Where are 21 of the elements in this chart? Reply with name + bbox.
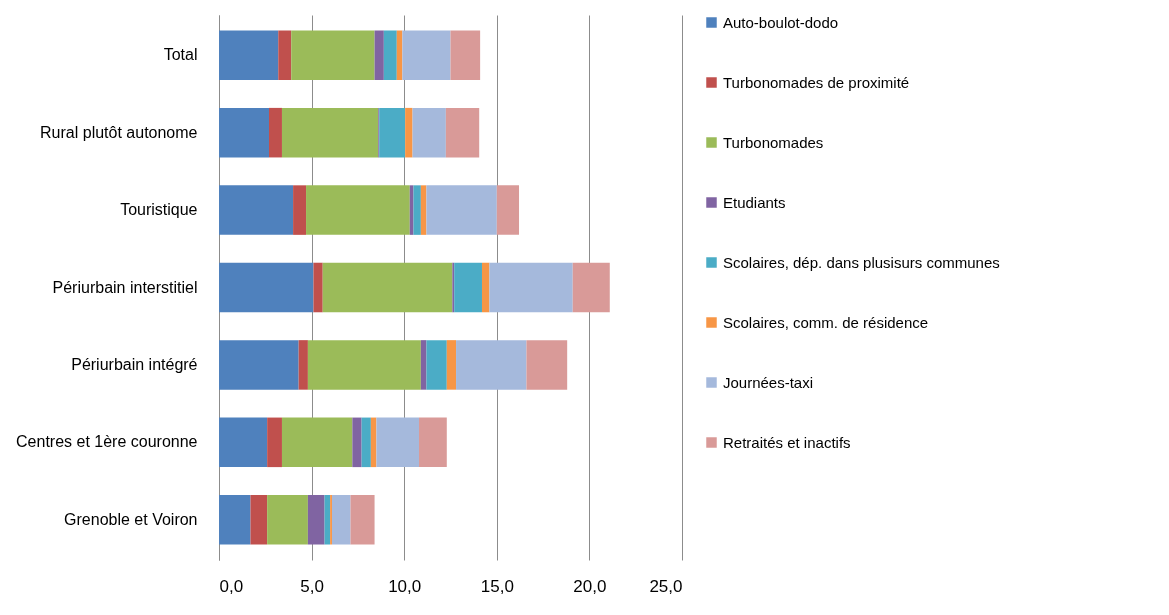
y-tick-label: Grenoble et Voiron xyxy=(64,510,198,528)
legend-label: Auto-boulot-dodo xyxy=(723,13,839,31)
y-tick-label: Centres et 1ère couronne xyxy=(16,433,198,451)
legend-label: Scolaires, dép. dans plusisurs communes xyxy=(723,253,1000,271)
legend-label: Scolaires, comm. de résidence xyxy=(723,313,929,331)
y-tick-label: Total xyxy=(163,46,198,64)
x-tick-label: 5,0 xyxy=(300,576,324,596)
legend-label: Retraités et inactifs xyxy=(723,433,851,451)
x-tick-label: 0,0 xyxy=(219,576,244,596)
x-tick-label: 10,0 xyxy=(388,576,422,596)
x-tick-label: 25,0 xyxy=(649,576,683,596)
legend-label: Journées-taxi xyxy=(723,373,814,391)
legend-label: Etudiants xyxy=(723,193,786,211)
legend-label: Turbonomades de proximité xyxy=(723,73,910,91)
y-tick-label: Rural plutôt autonome xyxy=(40,123,198,141)
y-tick-label: Périurbain intégré xyxy=(71,355,198,373)
legend-label: Turbonomades xyxy=(723,133,824,151)
x-tick-label: 15,0 xyxy=(480,576,514,596)
y-tick-label: Périurbain interstitiel xyxy=(52,278,198,296)
y-tick-label: Touristique xyxy=(120,201,198,219)
x-tick-label: 20,0 xyxy=(573,576,607,596)
